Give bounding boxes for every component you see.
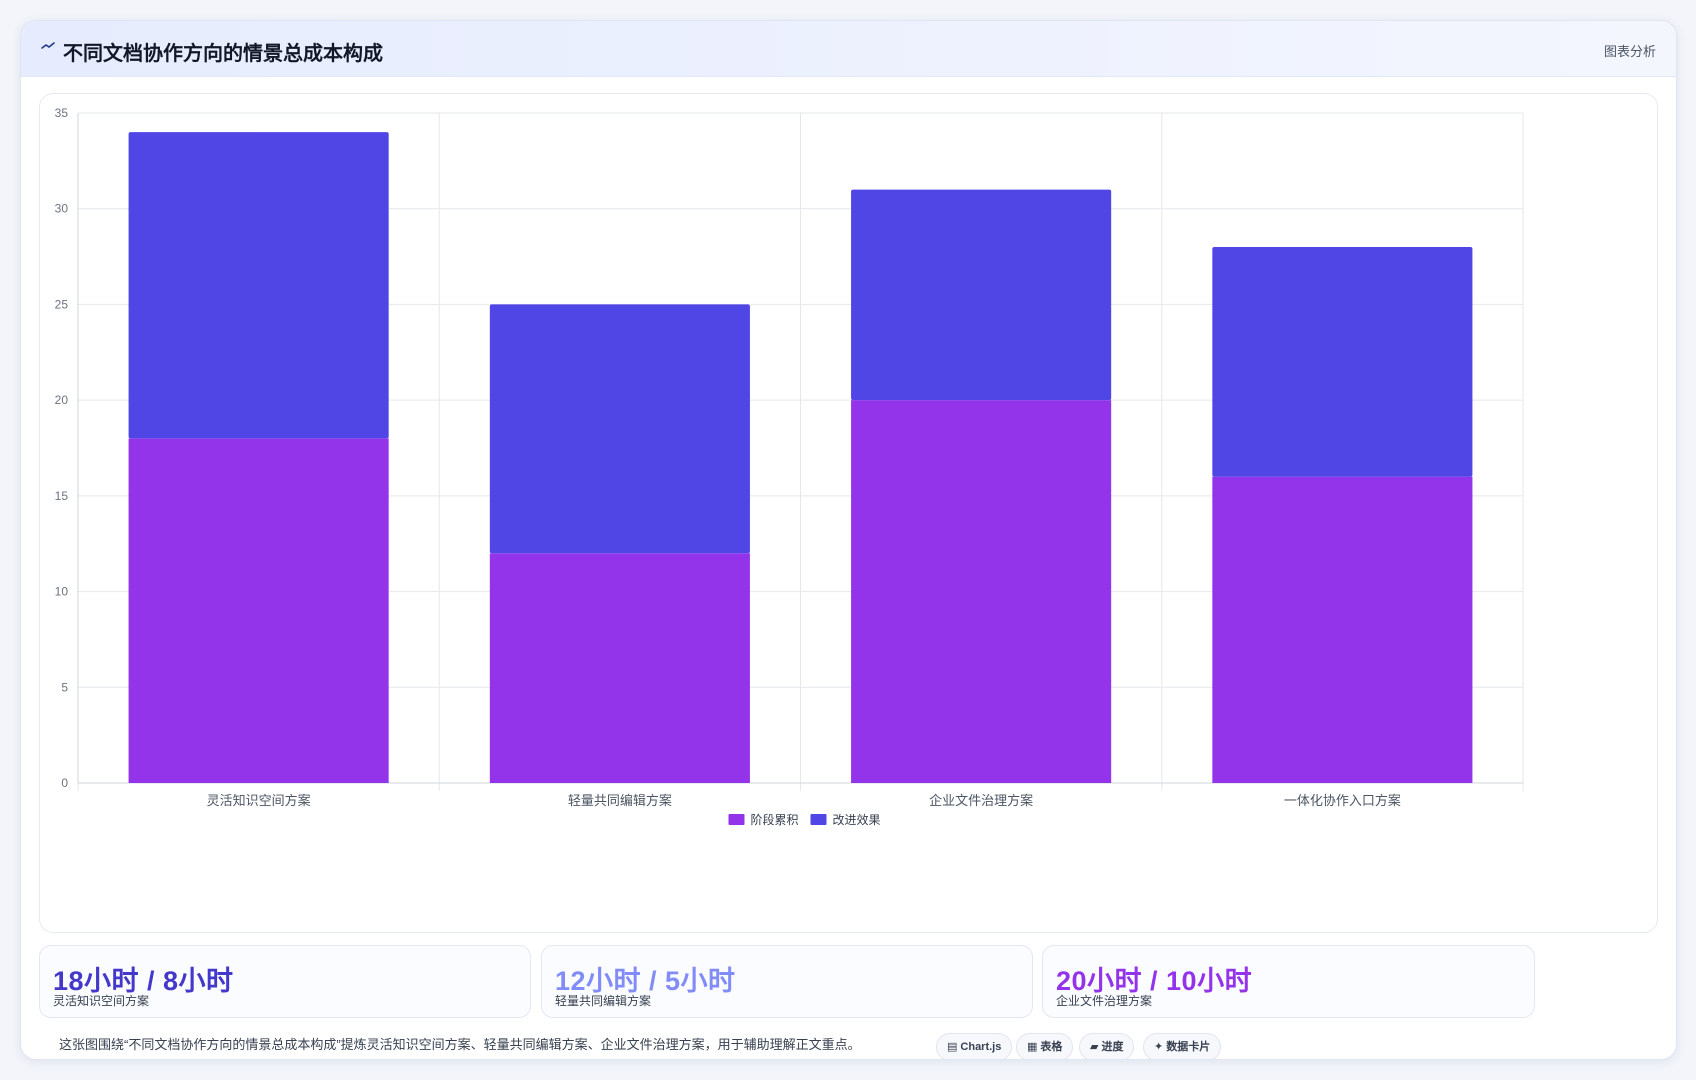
chip-label: 进度 [1101, 1041, 1124, 1053]
x-tick-label: 灵活知识空间方案 [207, 793, 311, 808]
y-tick-label: 20 [55, 393, 69, 407]
stat-card-1: 18小时 / 8小时 灵活知识空间方案 [39, 945, 531, 1018]
stat-label: 企业文件治理方案 [1056, 994, 1153, 1008]
chip-label: 表格 [1040, 1041, 1063, 1053]
chip-label: 数据卡片 [1166, 1041, 1211, 1053]
bar-improvement-effect [489, 304, 750, 554]
stat-card-2: 12小时 / 5小时 轻量共同编辑方案 [541, 945, 1033, 1018]
bar-stage-cumulative [1212, 476, 1473, 783]
trend-icon [41, 42, 55, 49]
stat-value: 18小时 / 8小时 [53, 966, 234, 996]
bar-improvement-effect [1212, 247, 1473, 477]
legend-label: 阶段累积 [751, 812, 799, 827]
bar-improvement-effect [851, 189, 1112, 401]
legend-swatch [728, 814, 745, 825]
stacked-bar-chart: 0 5 10 15 20 25 30 35 灵活知识空间方案 轻量共同编辑方案 企业文件治理方案 一体… [55, 106, 1524, 827]
y-tick-label: 30 [55, 202, 69, 216]
y-tick-label: 25 [55, 297, 69, 311]
y-tick-label: 35 [55, 106, 69, 120]
chart-caption: 这张图围绕“不同文档协作方向的情景总成本构成”提炼灵活知识空间方案、轻量共同编辑… [59, 1037, 861, 1052]
x-tick-label: 企业文件治理方案 [929, 793, 1033, 808]
y-tick-label: 10 [55, 585, 69, 599]
stat-label: 轻量共同编辑方案 [555, 994, 652, 1008]
stat-value: 20小时 / 10小时 [1056, 966, 1253, 996]
chip-label: Chart.js [960, 1041, 1002, 1053]
y-tick-label: 15 [55, 489, 69, 503]
y-tick-label: 0 [61, 776, 68, 790]
chip-data-card[interactable]: ✦ 数据卡片 [1143, 1033, 1222, 1059]
progress-icon: ▰ [1090, 1041, 1099, 1053]
chart-card: 不同文档协作方向的情景总成本构成 图表分析 0 5 10 15 20 25 30 35 灵活知识… [20, 20, 1677, 1060]
y-tick-label: 5 [61, 680, 68, 694]
stat-value: 12小时 / 5小时 [555, 966, 736, 996]
bar-stage-cumulative [851, 400, 1112, 783]
x-tick-label: 轻量共同编辑方案 [568, 793, 672, 808]
sparkle-icon: ✦ [1154, 1041, 1164, 1053]
page-title: 不同文档协作方向的情景总成本构成 [63, 43, 383, 65]
bar-improvement-effect [128, 132, 389, 439]
legend-label: 改进效果 [833, 812, 881, 827]
table-icon: ▦ [1027, 1041, 1038, 1053]
bar-stage-cumulative [489, 553, 750, 783]
chip-progress[interactable]: ▰ 进度 [1079, 1033, 1135, 1059]
chip-table[interactable]: ▦ 表格 [1016, 1033, 1074, 1059]
bar-stage-cumulative [128, 438, 389, 783]
chart-analysis-tag: 图表分析 [1603, 44, 1656, 59]
legend-swatch [810, 814, 827, 825]
chip-chartjs[interactable]: ▤ Chart.js [936, 1033, 1013, 1059]
chart-panel: 0 5 10 15 20 25 30 35 灵活知识空间方案 轻量共同编辑方案 企业文件治理方案 一体… [39, 93, 1658, 933]
stat-card-3: 20小时 / 10小时 企业文件治理方案 [1042, 945, 1535, 1018]
stat-label: 灵活知识空间方案 [53, 994, 150, 1008]
x-tick-label: 一体化协作入口方案 [1284, 793, 1401, 808]
card-header: 不同文档协作方向的情景总成本构成 图表分析 [21, 21, 1676, 77]
chart-icon: ▤ [947, 1041, 958, 1053]
